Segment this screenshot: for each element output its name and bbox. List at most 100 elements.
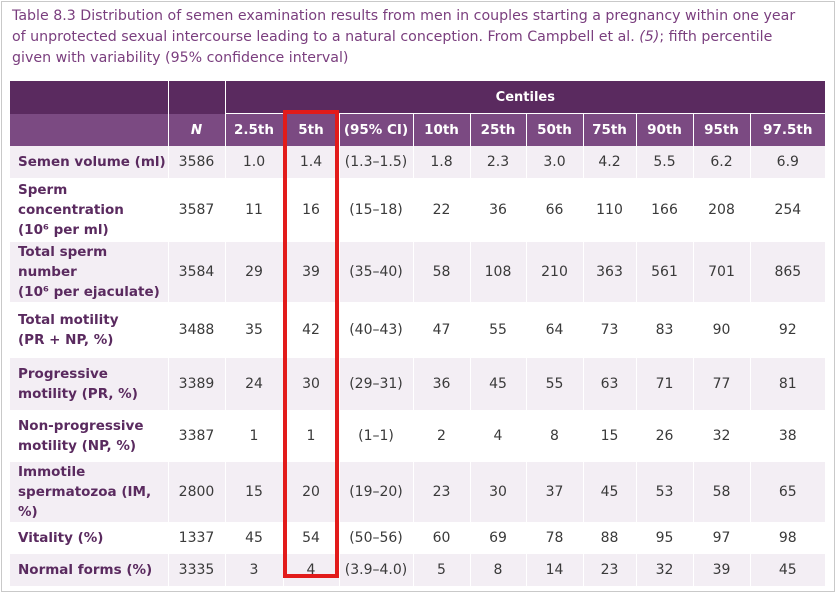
table-row: Progressive motility (PR, %) 3389 24 30 (29–3… bbox=[10, 358, 826, 410]
table-cell: 2 bbox=[412, 410, 470, 462]
table-cell: 88 bbox=[582, 522, 636, 554]
header-95-ci: (95% CI) bbox=[338, 113, 413, 146]
row-label-line: Normal forms (%) bbox=[18, 562, 153, 578]
table-cell: 11 bbox=[224, 178, 283, 242]
header-97-5th: 97.5th bbox=[749, 113, 826, 146]
table-cell: 4 bbox=[469, 410, 526, 462]
table-cell: (19–20) bbox=[338, 462, 413, 522]
row-label-line: (10⁶ per ml) bbox=[18, 222, 109, 238]
table-cell: 66 bbox=[525, 178, 583, 242]
table-cell: 561 bbox=[635, 242, 693, 302]
row-label: Sperm concentration (10⁶ per ml) bbox=[10, 178, 168, 242]
row-label-line: Sperm bbox=[18, 182, 68, 198]
header-50th: 50th bbox=[525, 113, 583, 146]
table-cell: (3.9–4.0) bbox=[338, 554, 413, 586]
header-25th: 25th bbox=[469, 113, 526, 146]
header-empty-cell bbox=[10, 113, 168, 146]
table-cell: 81 bbox=[749, 358, 826, 410]
table-cell: 16 bbox=[282, 178, 339, 242]
table-cell: 45 bbox=[469, 358, 526, 410]
table-cell: (15–18) bbox=[338, 178, 413, 242]
table-cell: (1.3–1.5) bbox=[338, 146, 413, 178]
header-75th: 75th bbox=[582, 113, 636, 146]
caption-reference: (5) bbox=[639, 29, 660, 45]
table-cell: 63 bbox=[582, 358, 636, 410]
table-cell: 55 bbox=[525, 358, 583, 410]
table-row: Total motility (PR + NP, %) 3488 35 42 (40–43… bbox=[10, 302, 826, 358]
table-cell: 29 bbox=[224, 242, 283, 302]
header-centiles: Centiles bbox=[224, 81, 826, 114]
row-label-line: Vitality (%) bbox=[18, 530, 104, 546]
header-95th: 95th bbox=[692, 113, 750, 146]
table-cell: 36 bbox=[469, 178, 526, 242]
row-label-line: Total motility bbox=[18, 312, 119, 328]
table-cell: 3586 bbox=[167, 146, 225, 178]
table-cell: (40–43) bbox=[338, 302, 413, 358]
table-cell: 1.0 bbox=[224, 146, 283, 178]
header-2-5th: 2.5th bbox=[224, 113, 283, 146]
table-cell: 97 bbox=[692, 522, 750, 554]
table-cell: 83 bbox=[635, 302, 693, 358]
table-cell: 24 bbox=[224, 358, 283, 410]
table-cell: 3488 bbox=[167, 302, 225, 358]
table-cell: 3584 bbox=[167, 242, 225, 302]
table-cell: 60 bbox=[412, 522, 470, 554]
row-label-line: (10⁶ per ejaculate) bbox=[18, 284, 160, 300]
table-cell: 1 bbox=[282, 410, 339, 462]
table-caption: Table 8.3 Distribution of semen examinat… bbox=[12, 6, 802, 69]
table-row: Vitality (%) 1337 45 54 (50–56) 60 69 78 88 95 97 9… bbox=[10, 522, 826, 554]
header-90th: 90th bbox=[635, 113, 693, 146]
table-cell: 39 bbox=[282, 242, 339, 302]
table-cell: 3.0 bbox=[525, 146, 583, 178]
table-cell: 71 bbox=[635, 358, 693, 410]
table-cell: 22 bbox=[412, 178, 470, 242]
table-cell: 1.4 bbox=[282, 146, 339, 178]
table-cell: 92 bbox=[749, 302, 826, 358]
row-label-line: motility (NP, %) bbox=[18, 438, 137, 454]
table-row: Non-progressive motility (NP, %) 3387 1 1 (1–… bbox=[10, 410, 826, 462]
table-cell: 26 bbox=[635, 410, 693, 462]
table-row: Semen volume (ml) 3586 1.0 1.4 (1.3–1.5) 1.8 2… bbox=[10, 146, 826, 178]
table-cell: 98 bbox=[749, 522, 826, 554]
table-cell: 35 bbox=[224, 302, 283, 358]
table-cell: 3389 bbox=[167, 358, 225, 410]
table-cell: 2.3 bbox=[469, 146, 526, 178]
table-cell: 69 bbox=[469, 522, 526, 554]
row-label-line: spermatozoa (IM, %) bbox=[18, 484, 152, 520]
table-cell: 73 bbox=[582, 302, 636, 358]
table-cell: (29–31) bbox=[338, 358, 413, 410]
table-cell: 65 bbox=[749, 462, 826, 522]
table-cell: 8 bbox=[525, 410, 583, 462]
table-cell: 53 bbox=[635, 462, 693, 522]
table-cell: 15 bbox=[224, 462, 283, 522]
table-cell: 20 bbox=[282, 462, 339, 522]
table-cell: 78 bbox=[525, 522, 583, 554]
row-label: Semen volume (ml) bbox=[10, 146, 168, 178]
table-cell: 865 bbox=[749, 242, 826, 302]
table-cell: 1.8 bbox=[412, 146, 470, 178]
table-cell: 54 bbox=[282, 522, 339, 554]
table-cell: 110 bbox=[582, 178, 636, 242]
table-cell: 23 bbox=[412, 462, 470, 522]
table-cell: 6.2 bbox=[692, 146, 750, 178]
row-label-line: Total sperm number bbox=[18, 244, 108, 280]
table-cell: 3 bbox=[224, 554, 283, 586]
row-label: Vitality (%) bbox=[10, 522, 168, 554]
row-label-line: motility (PR, %) bbox=[18, 386, 138, 402]
table-cell: 5.5 bbox=[635, 146, 693, 178]
table-cell: (1–1) bbox=[338, 410, 413, 462]
caption-text-after: ; fifth percentile given with variabilit… bbox=[12, 29, 773, 66]
row-label-line: concentration bbox=[18, 202, 124, 218]
row-label-line: Non-progressive bbox=[18, 418, 144, 434]
table-cell: 77 bbox=[692, 358, 750, 410]
table-cell: 254 bbox=[749, 178, 826, 242]
table-cell: 1337 bbox=[167, 522, 225, 554]
table-cell: 3387 bbox=[167, 410, 225, 462]
table-cell: 4.2 bbox=[582, 146, 636, 178]
table-cell: 2800 bbox=[167, 462, 225, 522]
table-cell: 32 bbox=[692, 410, 750, 462]
table-cell: 23 bbox=[582, 554, 636, 586]
table-cell: 108 bbox=[469, 242, 526, 302]
table-cell: 14 bbox=[525, 554, 583, 586]
table-row: Sperm concentration (10⁶ per ml) 3587 11 16 (1… bbox=[10, 178, 826, 242]
